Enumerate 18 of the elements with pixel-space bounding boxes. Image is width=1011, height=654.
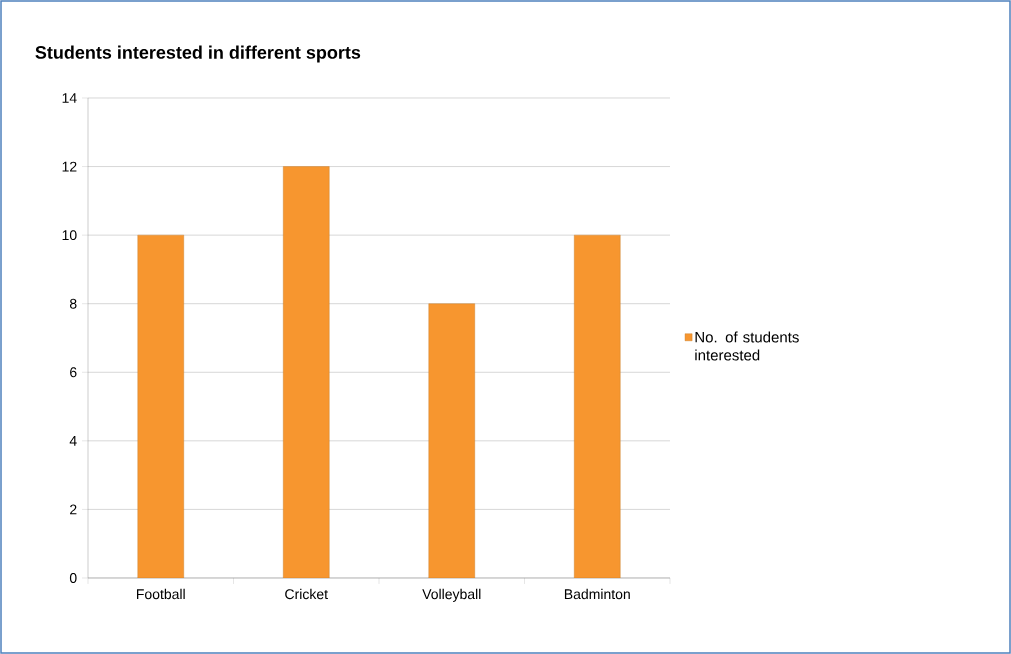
y-tick-label: 12 xyxy=(62,161,77,172)
bar xyxy=(574,234,621,578)
y-tick-label: 2 xyxy=(70,504,77,515)
y-tick-label: 8 xyxy=(69,298,77,309)
x-tick-label: Football xyxy=(137,588,185,600)
x-tick-label: Badminton xyxy=(564,588,630,600)
y-tick-label: 10 xyxy=(62,230,77,241)
x-tick-label: Cricket xyxy=(285,588,328,600)
y-tick-label: 6 xyxy=(70,367,77,378)
legend-label: No. of students interested xyxy=(695,331,799,361)
chart-title: Students interested in different sports xyxy=(35,45,361,63)
y-tick-label: 4 xyxy=(69,436,77,446)
x-tick-label: Volleyball xyxy=(422,588,481,602)
bar xyxy=(137,234,184,578)
y-tick-label: 0 xyxy=(69,573,77,583)
bar xyxy=(428,303,475,578)
y-tick-label: 14 xyxy=(62,93,77,103)
bar xyxy=(283,166,330,578)
